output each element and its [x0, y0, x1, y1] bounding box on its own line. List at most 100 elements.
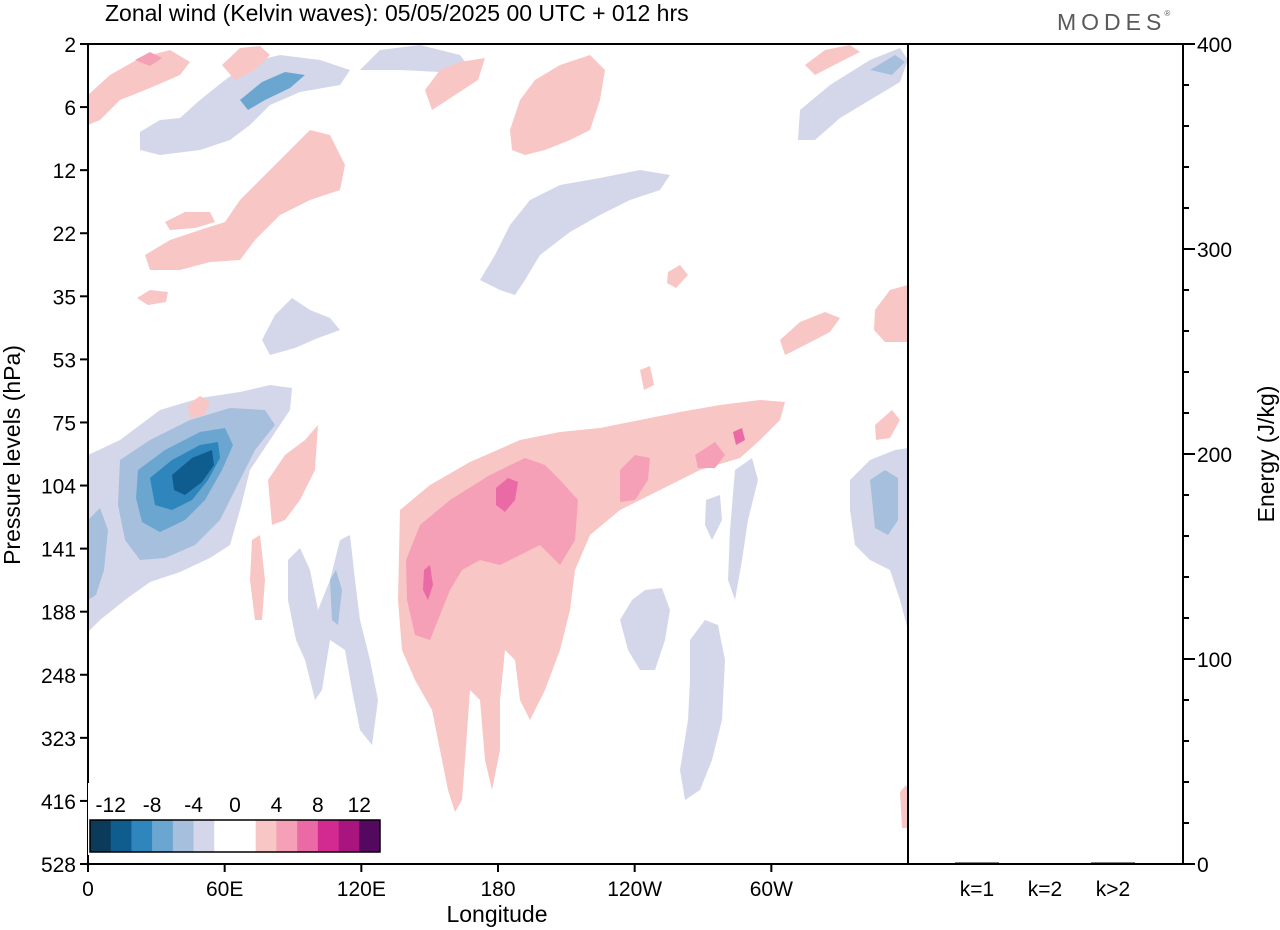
energy-tick-label: 400: [1197, 34, 1232, 57]
modes-logo: MODES®: [1057, 9, 1170, 36]
contour-pos-trop-a: [268, 425, 318, 525]
longitude-tick-label: 120E: [337, 878, 386, 901]
colorbar-border: [89, 819, 381, 853]
contour-pos-3: [423, 565, 433, 600]
colorbar-label: 8: [312, 794, 324, 817]
energy-tick-label: 0: [1197, 854, 1209, 877]
energy-axis: 0 100 200 300 400: [1183, 34, 1232, 877]
colorbar-swatch: [359, 820, 381, 852]
contour-neg-mid2: [262, 298, 340, 355]
pressure-tick-label: 248: [41, 665, 76, 688]
energy-category-label: k=1: [960, 878, 994, 901]
contour-pos-5: [695, 442, 725, 468]
colorbar-swatch: [235, 820, 257, 852]
contour-pos-mid-f: [188, 396, 210, 418]
colorbar: -12 -8 -4 0 4 8 12: [88, 783, 382, 855]
y-axis-label: Pressure levels (hPa): [0, 345, 25, 565]
colorbar-swatch: [172, 820, 194, 852]
contour-pos-mid-a: [780, 312, 840, 355]
contour-pos-mid-e: [667, 265, 688, 288]
pressure-axis: 2 6 12 22 35 53 75 104 141 188 248 323 416 528: [41, 34, 88, 877]
contour-pos-mid-c: [875, 410, 900, 440]
colorbar-label: -8: [143, 794, 162, 817]
contour-neg-4: [172, 450, 214, 495]
energy-panel-frame: [907, 43, 1184, 865]
pressure-tick-label: 75: [53, 412, 76, 435]
contour-neg-west: [88, 508, 108, 600]
energy-tick-label: 200: [1197, 444, 1232, 467]
colorbar-swatch: [297, 820, 319, 852]
contour-pos-6: [733, 428, 745, 445]
energy-bars: k=1 k=2 k>2: [955, 862, 1135, 901]
x-axis-label: Longitude: [446, 901, 547, 927]
colorbar-swatch: [214, 820, 236, 852]
contour-neg-trop-e: [728, 458, 758, 600]
contour-neg-trop-d: [705, 495, 722, 540]
contour-neg-trop-a2: [330, 570, 342, 625]
colorbar-swatch: [193, 820, 215, 852]
energy-tick-label: 300: [1197, 239, 1232, 262]
contour-neg-upper-a2: [240, 72, 305, 110]
pressure-tick-label: 35: [53, 286, 76, 309]
contour-pos-low-east: [900, 785, 908, 828]
pressure-tick-label: 12: [53, 160, 76, 183]
colorbar-swatch: [338, 820, 360, 852]
longitude-tick-label: 60W: [750, 878, 793, 901]
pressure-tick-label: 188: [41, 602, 76, 625]
energy-category-label: k>2: [1096, 878, 1130, 901]
longitude-tick-label: 120W: [607, 878, 662, 901]
contour-neg-trop-a: [288, 535, 378, 745]
brand-mark: ®: [1164, 9, 1171, 18]
contour-pos-upper-b2: [135, 52, 162, 66]
contour-field: [88, 45, 908, 828]
colorbar-label: -12: [96, 794, 126, 817]
pressure-tick-label: 22: [53, 223, 76, 246]
pressure-tick-label: 2: [64, 34, 76, 57]
longitude-tick-label: 180: [480, 878, 515, 901]
pressure-tick-label: 141: [41, 539, 76, 562]
brand-text: MODES: [1057, 9, 1167, 35]
energy-category-label: k=2: [1028, 878, 1062, 901]
colorbar-label: -4: [184, 794, 203, 817]
chart-title: Zonal wind (Kelvin waves): 05/05/2025 00…: [105, 0, 689, 26]
contour-neg-trop-c: [680, 620, 725, 800]
colorbar-swatch: [90, 820, 112, 852]
energy-bar: [955, 862, 999, 864]
contour-neg-east2: [870, 470, 898, 535]
colorbar-label: 12: [348, 794, 371, 817]
longitude-tick-label: 0: [82, 878, 94, 901]
contour-pos-large: [398, 400, 785, 812]
contour-neg-upper-c2: [870, 55, 905, 75]
energy-tick-label: 100: [1197, 649, 1232, 672]
contour-pos-mid-b: [874, 285, 908, 342]
contour-pos-upper-d: [510, 55, 605, 155]
pressure-tick-label: 53: [53, 349, 76, 372]
contour-pos-mid-d: [640, 366, 654, 390]
colorbar-swatch: [255, 820, 277, 852]
colorbar-swatch: [317, 820, 339, 852]
pressure-tick-label: 528: [41, 854, 76, 877]
contour-neg-mid: [480, 170, 670, 295]
contour-pos-upper-b: [88, 50, 190, 125]
contour-pos-1: [406, 458, 578, 640]
longitude-axis: 0 60E 120E 180 120W 60W: [82, 864, 793, 901]
longitude-tick-label: 60E: [206, 878, 243, 901]
colorbar-swatch: [131, 820, 153, 852]
contour-pos-2: [496, 478, 518, 512]
pressure-tick-label: 6: [64, 97, 76, 120]
colorbar-swatch: [152, 820, 174, 852]
contour-pos-4: [620, 455, 650, 502]
contour-pos-upper-e: [425, 58, 485, 110]
colorbar-swatch: [110, 820, 132, 852]
contour-neg-trop-b: [620, 588, 670, 670]
contour-neg-upper-b: [360, 45, 470, 72]
pressure-tick-label: 104: [41, 476, 76, 499]
colorbar-label: 4: [271, 794, 283, 817]
colorbar-swatch: [276, 820, 298, 852]
contour-pos-upper-c: [222, 46, 270, 80]
energy-bar: [1091, 862, 1135, 864]
pressure-tick-label: 416: [41, 791, 76, 814]
colorbar-label: 0: [229, 794, 241, 817]
contour-pos-upper-a: [145, 130, 345, 270]
